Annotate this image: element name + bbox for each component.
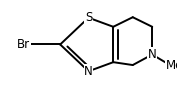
Text: Br: Br <box>17 38 30 51</box>
Text: N: N <box>84 65 93 78</box>
Text: N: N <box>148 48 157 61</box>
Text: Me: Me <box>166 59 177 72</box>
Text: S: S <box>85 11 92 24</box>
